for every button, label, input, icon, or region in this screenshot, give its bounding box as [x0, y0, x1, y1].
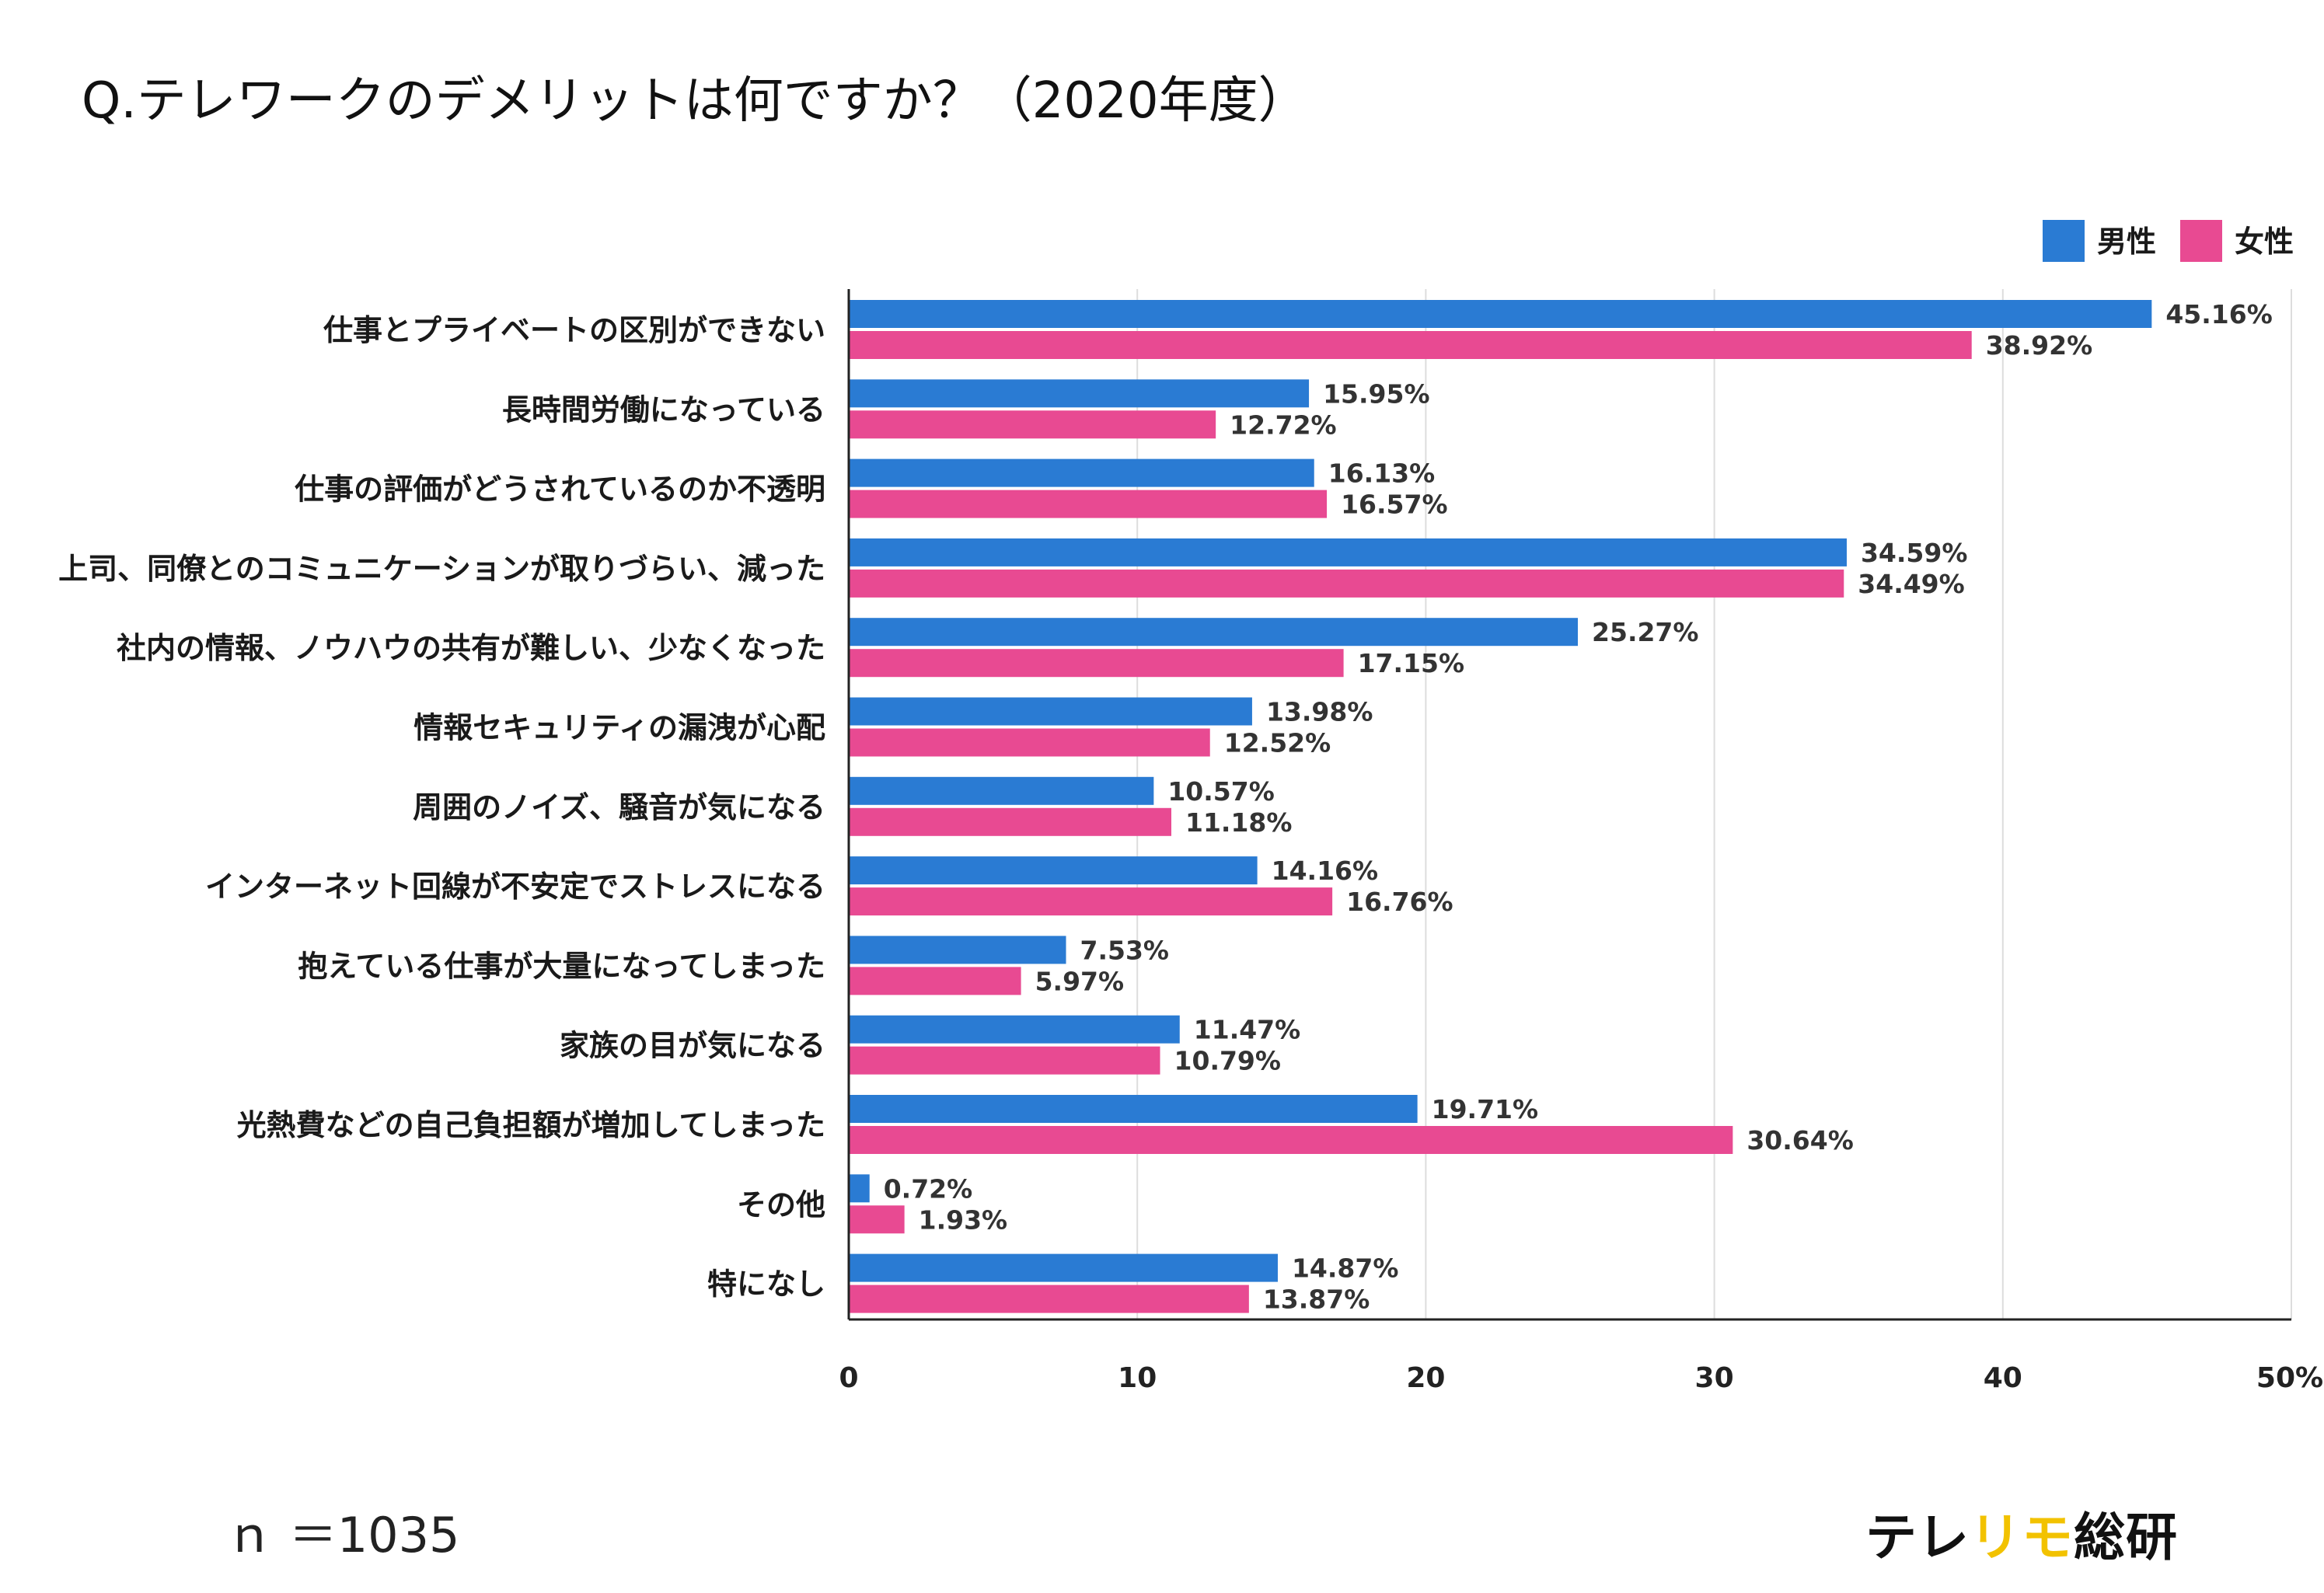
data-label: 1.93%	[919, 1204, 1008, 1235]
data-label: 17.15%	[1358, 648, 1464, 678]
data-label: 30.64%	[1746, 1125, 1853, 1156]
x-tick-label: 50%	[2256, 1362, 2323, 1394]
data-label: 0.72%	[884, 1173, 973, 1204]
brand-logo: テレリモ総研	[1865, 1496, 2178, 1570]
data-label: 5.97%	[1035, 966, 1125, 996]
bar-male	[850, 1174, 870, 1203]
data-label: 11.47%	[1194, 1015, 1300, 1045]
x-tick-label: 30	[1695, 1362, 1734, 1394]
data-label: 25.27%	[1592, 617, 1698, 647]
category-label: 抱えている仕事が大量になってしまった	[298, 949, 825, 983]
bar-male	[850, 697, 1252, 726]
bar-male	[850, 538, 1847, 566]
data-label: 13.98%	[1266, 697, 1373, 727]
data-label: 16.13%	[1328, 458, 1435, 489]
bar-female	[850, 807, 1172, 836]
category-label: その他	[737, 1187, 825, 1222]
bar-female	[850, 728, 1210, 757]
category-label: 特になし	[707, 1267, 825, 1302]
category-label: 仕事とプライベートの区別ができない	[323, 313, 825, 347]
logo-text-1: テレ	[1865, 1508, 1970, 1567]
data-label: 12.52%	[1224, 728, 1331, 758]
logo-text-accent: リモ	[1970, 1508, 2074, 1567]
x-tick-labels: 0 10 20 30 40 50%	[839, 1362, 2323, 1394]
bar-female	[850, 1046, 1160, 1075]
chart-title: Q.テレワークのデメリットは何ですか？（2020年度）	[82, 72, 1308, 130]
legend-swatch-female	[2180, 220, 2222, 262]
data-label: 34.49%	[1858, 569, 1964, 599]
category-label: 家族の目が気になる	[560, 1029, 825, 1063]
legend-label-male: 男性	[2097, 225, 2156, 259]
data-labels: 45.16% 38.92% 15.95%12.72% 16.13%16.57% 34.5…	[884, 299, 2273, 1315]
grid-lines	[1136, 289, 2292, 1319]
bar-male	[850, 1015, 1180, 1044]
axes	[847, 289, 2291, 1321]
category-label: 社内の情報、ノウハウの共有が難しい、少なくなった	[117, 631, 825, 665]
data-label: 16.76%	[1346, 887, 1453, 917]
bar-female	[850, 569, 1844, 598]
x-tick-label: 20	[1406, 1362, 1445, 1394]
data-label: 38.92%	[1986, 330, 2092, 361]
category-label: 仕事の評価がどうされているのか不透明	[295, 472, 825, 507]
bar-male	[850, 1095, 1418, 1123]
category-label: 上司、同僚とのコミュニケーションが取りづらい、減った	[58, 552, 825, 586]
legend-swatch-male	[2043, 220, 2085, 262]
data-label: 15.95%	[1323, 378, 1429, 409]
bar-female	[850, 1285, 1249, 1313]
data-label: 16.57%	[1341, 490, 1447, 520]
bar-male	[850, 1253, 1278, 1282]
bar-male	[850, 379, 1310, 408]
category-label: 情報セキュリティの漏洩が心配	[414, 711, 825, 745]
category-label: 長時間労働になっている	[502, 392, 825, 427]
category-label: 光熱費などの自己負担額が増加してしまった	[237, 1108, 825, 1142]
bar-female	[850, 331, 1972, 359]
data-label: 13.87%	[1263, 1285, 1370, 1315]
sample-size: ｎ ＝1035	[225, 1507, 460, 1563]
legend-label-female: 女性	[2235, 225, 2294, 259]
bar-male	[850, 936, 1066, 964]
bar-female	[850, 967, 1021, 995]
bar-female	[850, 649, 1344, 678]
data-label: 11.18%	[1185, 807, 1292, 838]
category-labels: 仕事とプライベートの区別ができない長時間労働になっている仕事の評価がどうされてい…	[58, 313, 825, 1302]
logo-text-2: 総研	[2074, 1508, 2178, 1567]
bar-female	[850, 490, 1328, 518]
bar-female	[850, 887, 1333, 916]
x-tick-label: 10	[1118, 1362, 1157, 1394]
bar-male	[850, 458, 1314, 487]
data-label: 14.87%	[1292, 1253, 1398, 1284]
bar-female	[850, 410, 1216, 439]
category-label: インターネット回線が不安定でストレスになる	[205, 870, 825, 904]
x-tick-label: 40	[1984, 1362, 2022, 1394]
data-label: 10.57%	[1167, 776, 1274, 807]
data-label: 34.59%	[1861, 538, 1967, 568]
x-tick-label: 0	[839, 1362, 858, 1394]
data-label: 45.16%	[2165, 299, 2272, 329]
data-label: 14.16%	[1272, 856, 1378, 886]
bar-female	[850, 1205, 905, 1234]
bar-male	[850, 776, 1154, 805]
category-label: 周囲のノイズ、騒音が気になる	[413, 790, 825, 824]
bar-male	[850, 618, 1579, 647]
bar-male	[850, 300, 2152, 328]
data-label: 7.53%	[1080, 935, 1170, 965]
data-label: 19.71%	[1432, 1094, 1538, 1124]
bar-male	[850, 856, 1258, 885]
data-label: 12.72%	[1230, 410, 1336, 440]
data-label: 10.79%	[1174, 1046, 1281, 1076]
bar-female	[850, 1126, 1733, 1154]
bars	[850, 300, 2152, 1313]
legend: 男性 女性	[2043, 220, 2294, 262]
